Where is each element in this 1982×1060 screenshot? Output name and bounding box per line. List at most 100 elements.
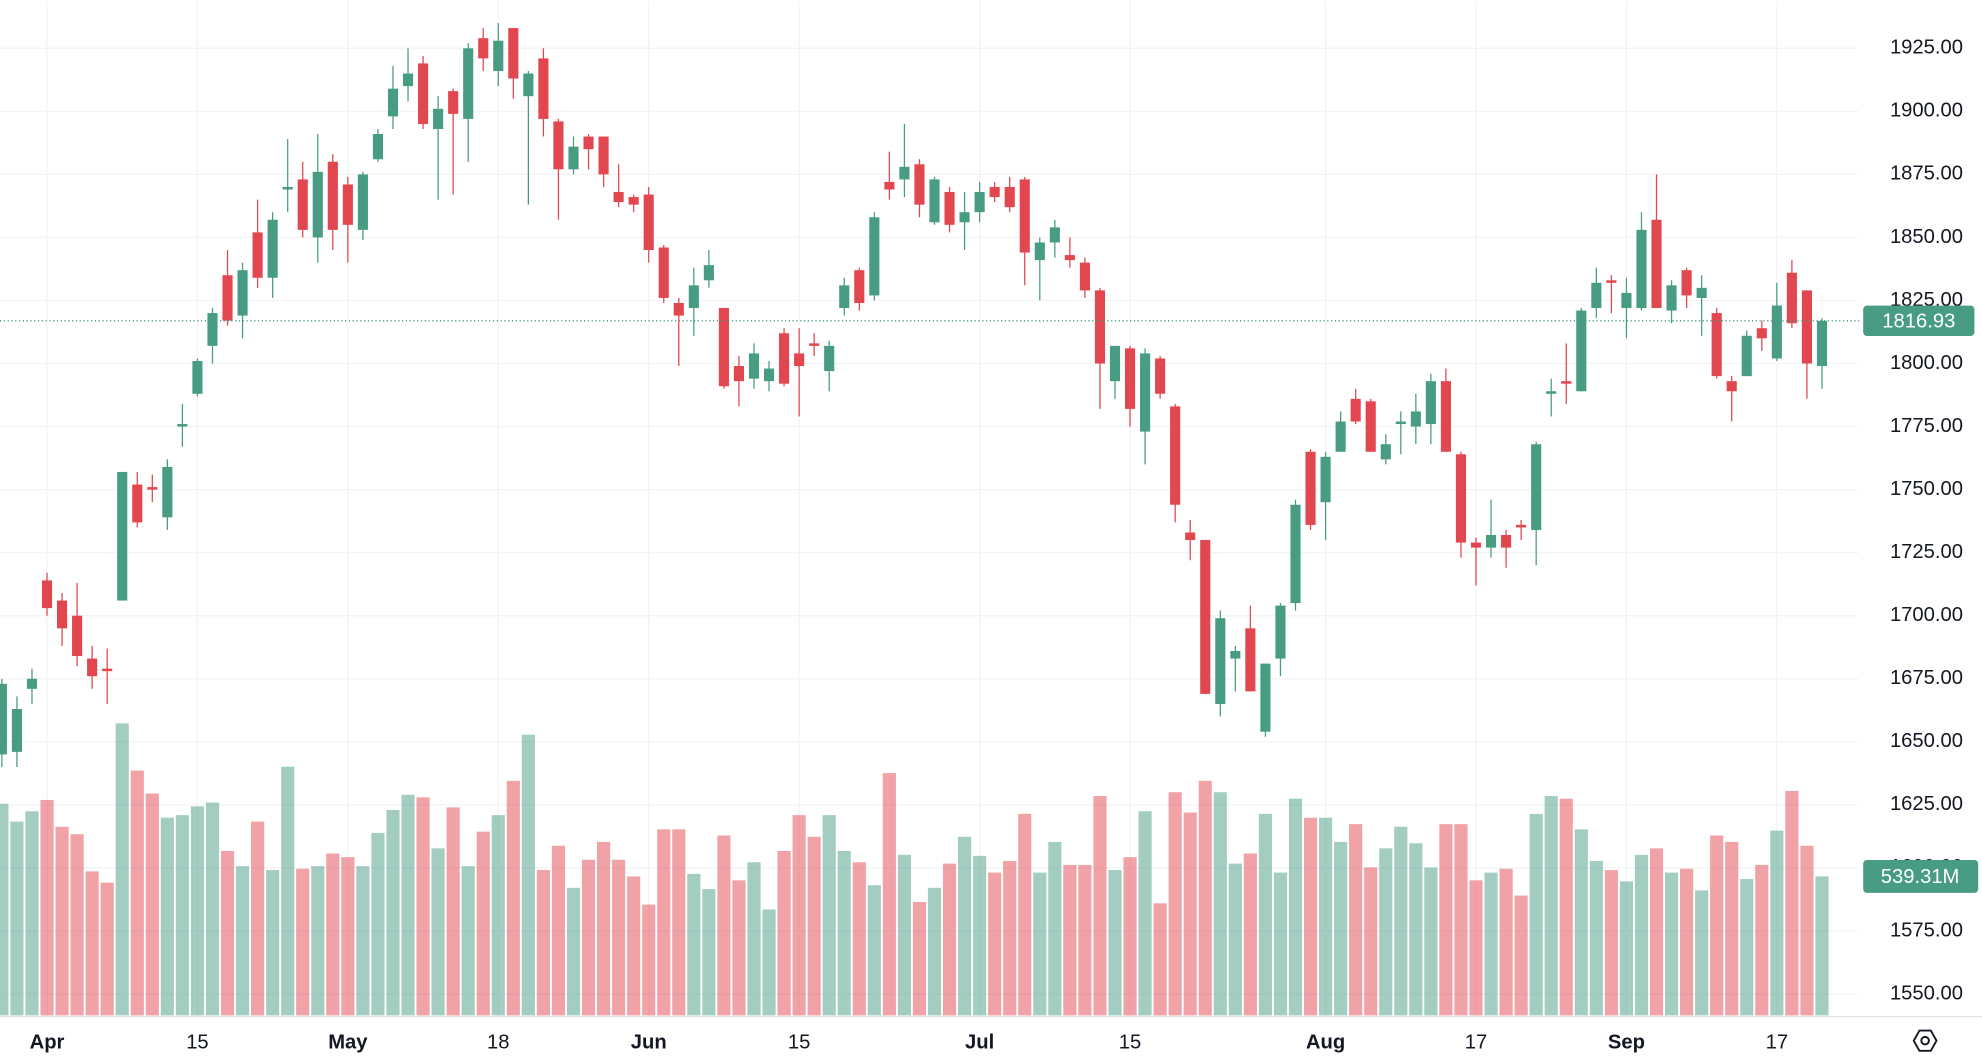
x-tick-label: Jun [631, 1032, 667, 1054]
volume-bar [1258, 813, 1272, 1016]
candle-body [1004, 186, 1015, 208]
volume-bar [416, 797, 430, 1016]
x-tick-label: 17 [1766, 1032, 1788, 1054]
volume-bar [235, 866, 250, 1016]
candle-body [252, 232, 263, 278]
candle-body [733, 366, 745, 382]
candle-body [1501, 534, 1512, 548]
volume-bar [1364, 867, 1378, 1016]
candle-body [944, 192, 955, 225]
candle-body [1305, 451, 1316, 525]
candle-body [809, 343, 820, 346]
candle-body [1816, 320, 1828, 367]
candle-body [779, 333, 790, 384]
volume-bar [642, 904, 656, 1016]
candle-body [1170, 406, 1181, 505]
candle-body [1365, 401, 1376, 452]
candle-body [523, 73, 534, 97]
candle-body [1290, 504, 1301, 604]
candle-body [643, 194, 654, 251]
candle-body [1049, 227, 1060, 243]
candle-body [508, 28, 519, 79]
candle-body [57, 600, 68, 629]
candle-body [1410, 411, 1421, 427]
candle-body [1019, 179, 1030, 253]
candle-body [222, 275, 233, 321]
volume-bar [1664, 872, 1679, 1016]
volume-bar [1574, 829, 1588, 1016]
candle-body [1606, 280, 1617, 283]
x-tick-label: Apr [30, 1032, 65, 1054]
y-tick-label: 1725.00 [1890, 541, 1963, 563]
candle-body [1109, 345, 1121, 382]
candle-body [1741, 335, 1752, 377]
volume-bar [296, 868, 310, 1016]
candle-body [1636, 229, 1647, 309]
volume-bar [566, 887, 581, 1016]
volume-bar [1439, 824, 1453, 1016]
volume-bar [1153, 903, 1167, 1016]
candle-body [162, 466, 173, 518]
volume-bar [942, 863, 957, 1016]
volume-bar [446, 807, 460, 1016]
volume-bar [581, 859, 596, 1016]
candle-body [869, 217, 880, 296]
candle-body [854, 270, 865, 303]
volume-bar [251, 821, 265, 1016]
candle-body [598, 136, 609, 175]
volume-bar [175, 815, 189, 1016]
candle-body [1335, 421, 1346, 452]
candle-body [448, 91, 459, 114]
volume-bar [266, 870, 280, 1016]
candle-body [1380, 444, 1391, 460]
x-tick-label: 15 [186, 1032, 209, 1054]
volume-bar [1048, 841, 1062, 1016]
candle-body [613, 192, 624, 203]
candle-body [357, 174, 368, 230]
volume-bar [1785, 790, 1799, 1016]
volume-bar [762, 909, 776, 1016]
candle-body [478, 38, 489, 59]
axes: 1550.001575.001600.001625.001650.001675.… [0, 37, 1979, 1054]
candle-body [1591, 282, 1602, 309]
volume-bar [1589, 861, 1603, 1016]
candle-body [177, 424, 188, 427]
volume-bar [521, 734, 535, 1016]
volume-bar [356, 866, 370, 1016]
candle-body [1681, 270, 1692, 296]
volume-bar [100, 882, 114, 1016]
volume-bar [627, 876, 641, 1016]
candle-body [237, 270, 248, 316]
y-tick-label: 1675.00 [1890, 667, 1963, 689]
volume-bar [1303, 817, 1318, 1016]
settings-icon [1912, 1029, 1938, 1052]
candle-body [147, 487, 158, 490]
candle-body [312, 171, 323, 238]
candle-body [1696, 287, 1707, 298]
volume-bar [657, 829, 671, 1016]
candle-body [1666, 285, 1677, 311]
candle-body [132, 484, 143, 523]
x-tick-label: May [328, 1032, 368, 1054]
volume-bar [115, 723, 129, 1016]
volume-bar [536, 870, 550, 1016]
volume-bar [702, 889, 716, 1016]
volume-bar [0, 803, 9, 1016]
y-tick-label: 1700.00 [1890, 604, 1963, 626]
volume-bar [1740, 879, 1754, 1016]
settings-button[interactable] [1912, 1029, 1938, 1052]
settings-icon-center [1920, 1035, 1930, 1046]
volume-bar [371, 832, 385, 1016]
candle-body [327, 161, 338, 230]
y-tick-label: 1650.00 [1890, 730, 1963, 752]
candle-body [1561, 381, 1572, 384]
volume-bar [1469, 880, 1483, 1016]
volume-bar [732, 880, 746, 1016]
candle-body [824, 345, 835, 372]
candle-body [763, 368, 775, 382]
volume-bar [1755, 864, 1769, 1016]
volume-bar [85, 871, 99, 1016]
volume-bar [160, 817, 174, 1016]
volume-bar [1018, 813, 1032, 1016]
